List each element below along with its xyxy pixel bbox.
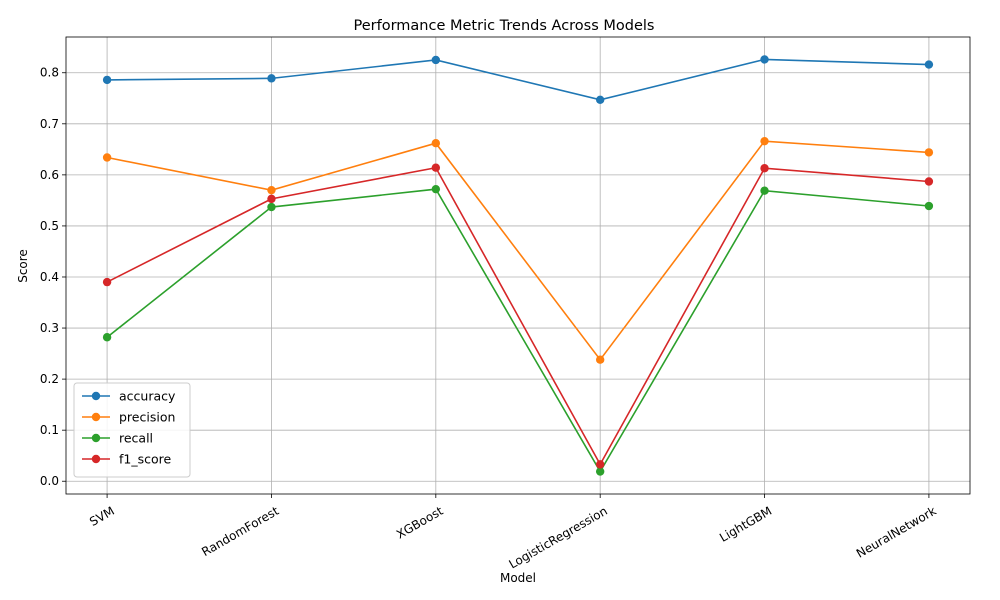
data-point	[431, 184, 441, 194]
y-axis: 0.0 0.1 0.2 0.3 0.4 0.5 0.6 0.7 0.8	[40, 66, 66, 488]
data-point	[760, 136, 769, 146]
series-line	[107, 58, 929, 101]
data-point	[924, 148, 934, 157]
series-precision	[102, 136, 934, 364]
data-point	[760, 186, 769, 195]
y-axis-label: Score	[16, 249, 30, 283]
data-point	[102, 277, 112, 287]
data-point	[760, 55, 769, 64]
y-tick-label: 0.1	[40, 423, 59, 437]
legend-swatch-marker	[91, 412, 101, 422]
y-tick-label: 0.2	[40, 372, 59, 386]
legend-item: recall	[82, 431, 153, 446]
y-tick-label: 0.3	[40, 321, 59, 335]
x-axis-label: Model	[500, 571, 536, 585]
legend-swatch-marker	[91, 433, 101, 443]
data-point	[595, 460, 605, 469]
legend-label: recall	[119, 431, 153, 446]
data-point	[102, 75, 112, 85]
legend-swatch-marker	[91, 391, 101, 401]
gridlines	[66, 37, 970, 494]
data-point	[267, 185, 276, 195]
legend-item: accuracy	[82, 389, 176, 404]
legend-box	[73, 382, 191, 478]
series-f1_score	[102, 163, 934, 469]
plot-frame	[65, 36, 971, 495]
data-point	[431, 139, 441, 148]
legend-label: precision	[119, 410, 175, 425]
legend-label: f1_score	[119, 452, 172, 467]
legend: accuracy precision recall f1_score	[73, 382, 191, 478]
data-point	[267, 202, 276, 212]
series-line	[106, 188, 929, 474]
chart-title: Performance Metric Trends Across Models	[354, 18, 655, 34]
data-point	[760, 164, 769, 173]
series-accuracy	[102, 55, 934, 105]
data-point	[431, 163, 441, 172]
y-tick-label: 0.5	[40, 219, 59, 233]
data-point	[924, 201, 934, 211]
data-point	[431, 55, 441, 65]
data-point	[267, 74, 276, 83]
series-recall	[102, 184, 934, 476]
legend-item: precision	[82, 410, 175, 425]
data-point	[924, 177, 934, 186]
legend-item: f1_score	[82, 452, 172, 467]
data-point	[102, 153, 112, 162]
data-point	[595, 95, 605, 105]
y-tick-label: 0.8	[40, 66, 59, 80]
y-tick-label: 0.4	[40, 270, 59, 284]
y-tick-label: 0.6	[40, 168, 59, 182]
legend-label: accuracy	[119, 389, 176, 404]
series-line	[106, 140, 929, 362]
data-point	[595, 467, 605, 476]
series-line	[106, 166, 929, 467]
series-layer	[102, 55, 934, 476]
y-tick-label: 0.0	[40, 474, 59, 488]
data-point	[267, 194, 276, 204]
data-point	[102, 333, 112, 342]
data-point	[924, 60, 934, 69]
data-point	[595, 355, 605, 364]
plot-background	[66, 37, 970, 494]
y-tick-label: 0.7	[40, 117, 59, 131]
plot-area	[65, 36, 971, 495]
legend-swatch-marker	[91, 454, 101, 464]
